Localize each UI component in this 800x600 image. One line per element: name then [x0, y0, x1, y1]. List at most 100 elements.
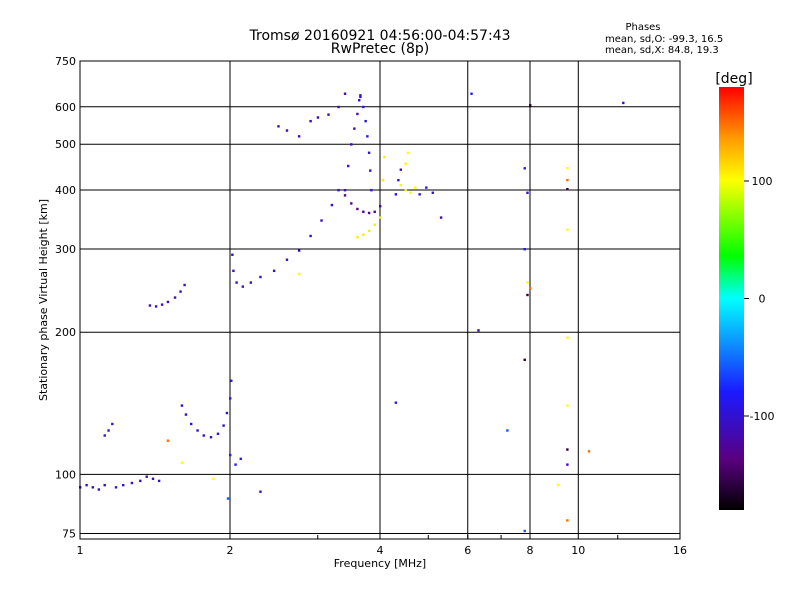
- data-point: [359, 94, 362, 97]
- y-tick-label: 600: [55, 101, 76, 114]
- data-point: [173, 296, 177, 299]
- x-tick-label: 4: [377, 544, 384, 557]
- data-point: [379, 216, 382, 219]
- data-point: [404, 162, 407, 165]
- data-point: [409, 191, 412, 194]
- colorbar-tick-label: -100: [750, 410, 775, 423]
- data-point: [97, 488, 101, 491]
- data-point: [229, 453, 232, 457]
- data-point: [259, 275, 262, 279]
- data-point: [523, 248, 526, 251]
- data-point: [346, 164, 350, 168]
- data-point: [157, 479, 161, 483]
- data-point: [114, 486, 118, 489]
- data-point: [330, 203, 334, 207]
- data-point: [180, 461, 184, 464]
- data-point: [394, 193, 398, 196]
- data-point: [184, 413, 188, 416]
- x-tick-label: 16: [673, 544, 687, 557]
- data-point: [212, 477, 215, 480]
- data-point: [526, 281, 529, 284]
- data-point: [277, 125, 280, 128]
- x-tick-labels: 1 2 4 6 8 10 16: [77, 544, 688, 557]
- colorbar-ticks: 100 0 -100: [744, 175, 774, 423]
- data-point: [297, 135, 301, 138]
- data-point: [397, 178, 400, 182]
- data-point: [399, 168, 403, 171]
- data-point: [107, 429, 110, 432]
- data-point: [350, 202, 353, 205]
- data-point: [369, 169, 372, 172]
- data-point: [439, 216, 443, 219]
- data-point: [222, 424, 225, 427]
- data-point: [230, 379, 233, 382]
- data-point: [566, 519, 569, 522]
- data-point: [526, 293, 529, 297]
- data-point: [566, 167, 569, 170]
- data-point: [285, 129, 289, 132]
- stats-line-o: mean, sd,O: -99.3, 16.5: [605, 34, 723, 45]
- data-point: [232, 269, 235, 273]
- data-point: [272, 269, 276, 273]
- y-tick-label: 750: [55, 55, 76, 68]
- data-point: [394, 401, 398, 404]
- data-point: [470, 92, 473, 95]
- stats-heading: Phases: [625, 22, 660, 33]
- data-point: [337, 105, 340, 109]
- chart-title: Tromsø 20160921 04:56:00-04:57:43: [249, 28, 511, 44]
- data-point: [359, 95, 362, 99]
- data-point: [297, 249, 301, 252]
- data-point: [356, 207, 359, 211]
- data-point: [523, 167, 526, 170]
- data-point: [130, 481, 134, 485]
- data-point: [404, 188, 407, 192]
- data-point: [556, 483, 560, 487]
- data-point: [225, 411, 229, 415]
- data-point: [367, 211, 371, 215]
- data-point: [526, 191, 529, 194]
- data-point: [477, 329, 480, 332]
- data-points: [79, 92, 625, 533]
- data-point: [179, 290, 182, 293]
- data-point: [418, 193, 421, 196]
- data-point: [235, 281, 238, 284]
- data-point: [148, 304, 152, 307]
- y-tick-label: 100: [55, 468, 76, 481]
- x-tick-label: 6: [464, 544, 471, 557]
- data-point: [566, 228, 569, 231]
- colorbar-tick-label: 100: [752, 175, 773, 188]
- y-tick-label: 500: [55, 138, 76, 151]
- data-point: [85, 483, 88, 487]
- data-point: [189, 422, 193, 426]
- data-point: [523, 358, 526, 362]
- data-point: [529, 287, 532, 290]
- data-point: [399, 183, 403, 187]
- data-point: [259, 490, 262, 493]
- data-point: [413, 186, 417, 189]
- data-point: [249, 281, 253, 284]
- data-point: [367, 229, 371, 233]
- data-point: [381, 178, 385, 182]
- data-point: [343, 92, 347, 95]
- data-point: [285, 258, 289, 261]
- data-point: [370, 188, 373, 192]
- data-point: [209, 436, 213, 439]
- data-point: [154, 305, 158, 308]
- data-point: [327, 113, 330, 116]
- data-point: [362, 233, 365, 236]
- data-point: [353, 127, 356, 130]
- data-point: [622, 101, 625, 105]
- data-point: [566, 404, 569, 407]
- data-point: [373, 210, 376, 213]
- data-point: [196, 429, 199, 432]
- data-point: [366, 135, 369, 138]
- data-point: [367, 151, 371, 154]
- data-point: [234, 463, 237, 466]
- data-point: [383, 155, 386, 159]
- y-tick-label: 300: [55, 243, 76, 256]
- colorbar-gradient: [719, 87, 744, 510]
- data-point: [566, 336, 569, 339]
- data-point: [373, 223, 376, 226]
- data-point: [529, 104, 532, 107]
